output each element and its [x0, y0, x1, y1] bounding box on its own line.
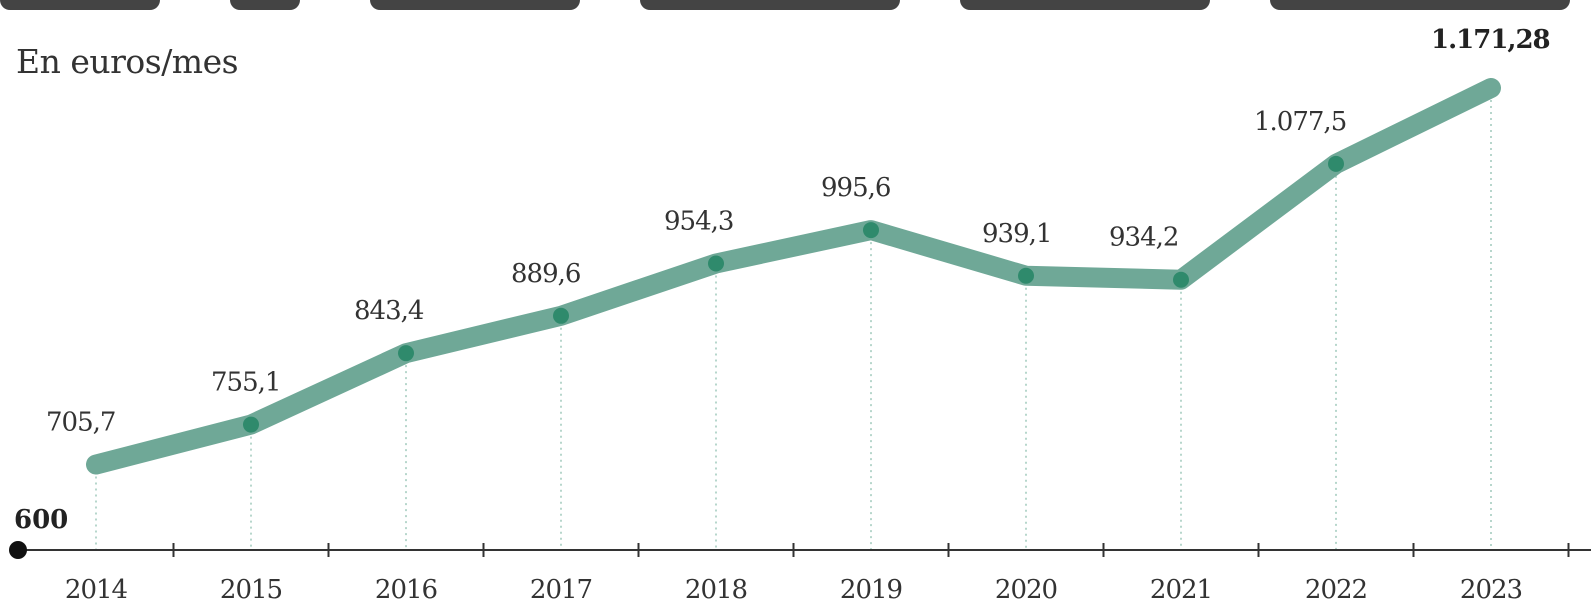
data-label: 889,6 — [511, 259, 580, 289]
data-label: 843,4 — [354, 296, 424, 326]
data-point — [1018, 267, 1034, 284]
data-label: 954,3 — [664, 206, 733, 236]
y-baseline-label: 600 — [14, 505, 68, 535]
cropped-title-strip — [0, 0, 1591, 12]
x-tick-label: 2020 — [995, 575, 1057, 605]
axis-origin-dot — [9, 541, 27, 559]
data-label: 705,7 — [46, 408, 115, 438]
x-tick-label: 2018 — [685, 575, 747, 605]
data-point — [708, 255, 724, 272]
x-tick-label: 2019 — [840, 575, 902, 605]
data-point — [1328, 155, 1344, 172]
x-tick-label: 2015 — [220, 575, 282, 605]
data-label: 995,6 — [821, 173, 890, 203]
series-line — [86, 78, 1501, 475]
x-tick-label: 2016 — [375, 575, 437, 605]
data-point — [398, 345, 414, 362]
x-tick-label: 2021 — [1150, 575, 1212, 605]
data-point — [243, 416, 259, 433]
data-label: 939,1 — [982, 219, 1051, 249]
x-tick-label: 2023 — [1460, 575, 1522, 605]
x-tick-label: 2022 — [1305, 575, 1367, 605]
x-tick-label: 2014 — [65, 575, 128, 605]
data-label: 1.077,5 — [1254, 107, 1346, 137]
data-label: 755,1 — [211, 368, 280, 398]
data-label: 934,2 — [1109, 223, 1178, 253]
data-point — [1173, 271, 1189, 288]
unit-label: En euros/mes — [16, 42, 239, 81]
data-point — [863, 222, 879, 239]
data-point — [553, 307, 569, 324]
x-tick-label: 2017 — [530, 575, 592, 605]
data-label: 1.171,28 — [1431, 25, 1550, 55]
